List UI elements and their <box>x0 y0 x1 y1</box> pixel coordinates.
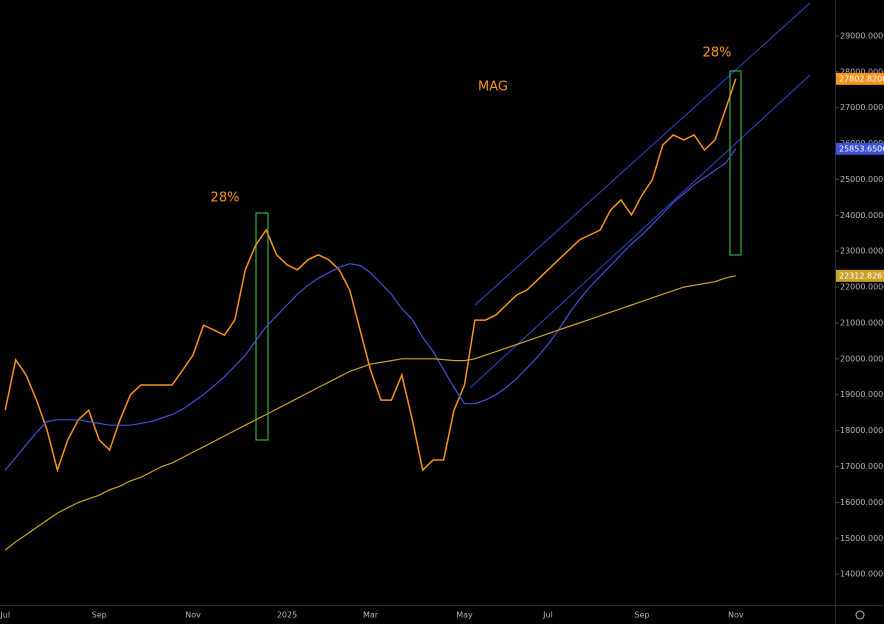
x-tick-label: 2025 <box>277 611 297 620</box>
x-tick-label: May <box>456 611 473 620</box>
x-tick-label: Jul <box>0 611 10 620</box>
y-tick-label: 27000.0000 <box>840 103 884 112</box>
x-tick-label: Nov <box>728 611 744 620</box>
x-tick-label: Nov <box>185 611 201 620</box>
y-tick-label: 24000.0000 <box>840 211 884 220</box>
x-tick-label: Jul <box>542 611 553 620</box>
y-tick-label: 14000.0000 <box>840 570 884 579</box>
price-label: 22312.8261 <box>839 271 884 280</box>
y-tick-label: 25000.0000 <box>840 175 884 184</box>
x-tick-label: Sep <box>92 611 107 620</box>
price-label-box <box>836 142 884 155</box>
y-tick-label: 17000.0000 <box>840 462 884 471</box>
y-tick-label: 28000.0000 <box>840 67 884 76</box>
series-line <box>4 275 736 551</box>
y-tick-label: 29000.0000 <box>840 31 884 40</box>
channel-lower <box>469 74 811 389</box>
y-tick-label: 19000.0000 <box>840 390 884 399</box>
price-label: 25853.6506 <box>839 144 884 153</box>
range-box-2 <box>729 70 742 256</box>
x-tick-label: Sep <box>634 611 649 620</box>
series-line <box>4 78 737 473</box>
annotation: 28% <box>211 191 240 206</box>
y-tick-label: 23000.0000 <box>840 247 884 256</box>
annotation: 28% <box>703 46 732 61</box>
range-box-1 <box>255 212 269 441</box>
y-tick-label: 15000.0000 <box>840 534 884 543</box>
y-tick-label: 22000.0000 <box>840 283 884 292</box>
y-tick-label: 21000.0000 <box>840 318 884 327</box>
x-tick-label: Mar <box>363 611 379 620</box>
y-tick-label: 20000.0000 <box>840 354 884 363</box>
plot <box>4 78 737 551</box>
annotation: MAG <box>478 80 508 95</box>
series-line <box>4 148 737 471</box>
y-tick-label: 18000.0000 <box>840 426 884 435</box>
price-label: 27802.8200 <box>839 74 884 83</box>
channel-upper <box>474 2 811 306</box>
settings-icon[interactable] <box>855 610 865 620</box>
y-tick-label: 16000.0000 <box>840 498 884 507</box>
price-label-box <box>836 72 884 85</box>
price-label-box <box>836 269 884 282</box>
